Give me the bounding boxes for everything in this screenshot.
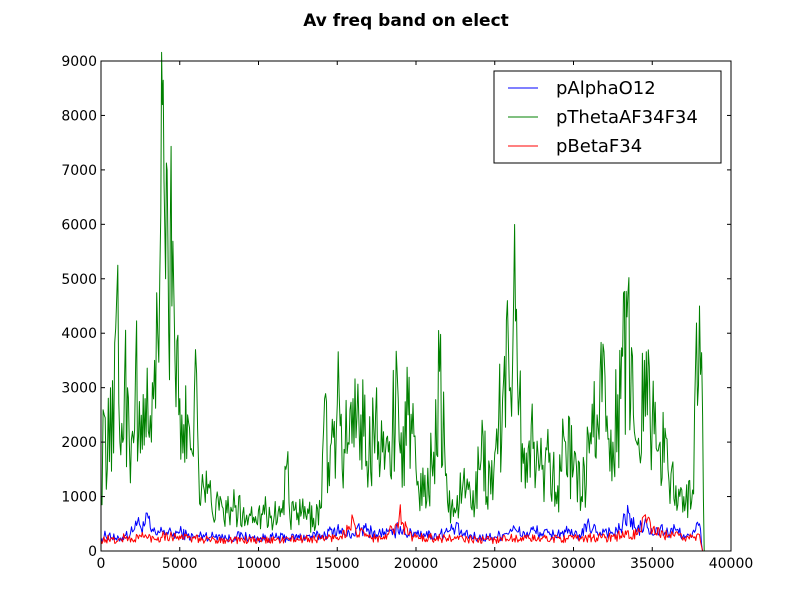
legend-label-pAlphaO12: pAlphaO12 (556, 78, 656, 99)
x-tick-label: 40000 (709, 556, 754, 572)
series-line-pBetaF34 (100, 504, 704, 552)
y-tick-label: 0 (88, 544, 97, 560)
legend-label-pThetaAF34F34: pThetaAF34F34 (556, 107, 698, 128)
y-tick-label: 6000 (61, 217, 97, 233)
x-tick-label: 25000 (472, 556, 517, 572)
x-tick-label: 30000 (551, 556, 596, 572)
x-tick-label: 15000 (315, 556, 360, 572)
y-tick-label: 7000 (61, 163, 97, 179)
series-line-pThetaAF34F34 (100, 51, 705, 552)
x-tick-label: 5000 (162, 556, 198, 572)
y-tick-label: 4000 (61, 326, 97, 342)
y-tick-label: 9000 (61, 54, 97, 70)
axis-ticks: 0 5000 10000 15000 20000 25000 30000 35000 40000… (61, 54, 753, 572)
legend: pAlphaO12 pThetaAF34F34 pBetaF34 (493, 70, 722, 164)
y-tick-label: 8000 (61, 108, 97, 124)
x-tick-label: 35000 (630, 556, 675, 572)
x-tick-label: 20000 (394, 556, 439, 572)
x-tick-label: 10000 (236, 556, 281, 572)
y-tick-label: 2000 (61, 435, 97, 451)
series-line-pAlphaO12 (100, 504, 704, 552)
y-tick-label: 5000 (61, 272, 97, 288)
legend-label-pBetaF34: pBetaF34 (556, 136, 642, 157)
series-layer (100, 51, 705, 552)
y-tick-label: 3000 (61, 381, 97, 397)
chart-title: Av freq band on elect (303, 11, 509, 31)
x-tick-label: 0 (97, 556, 106, 572)
y-tick-label: 1000 (61, 490, 97, 506)
